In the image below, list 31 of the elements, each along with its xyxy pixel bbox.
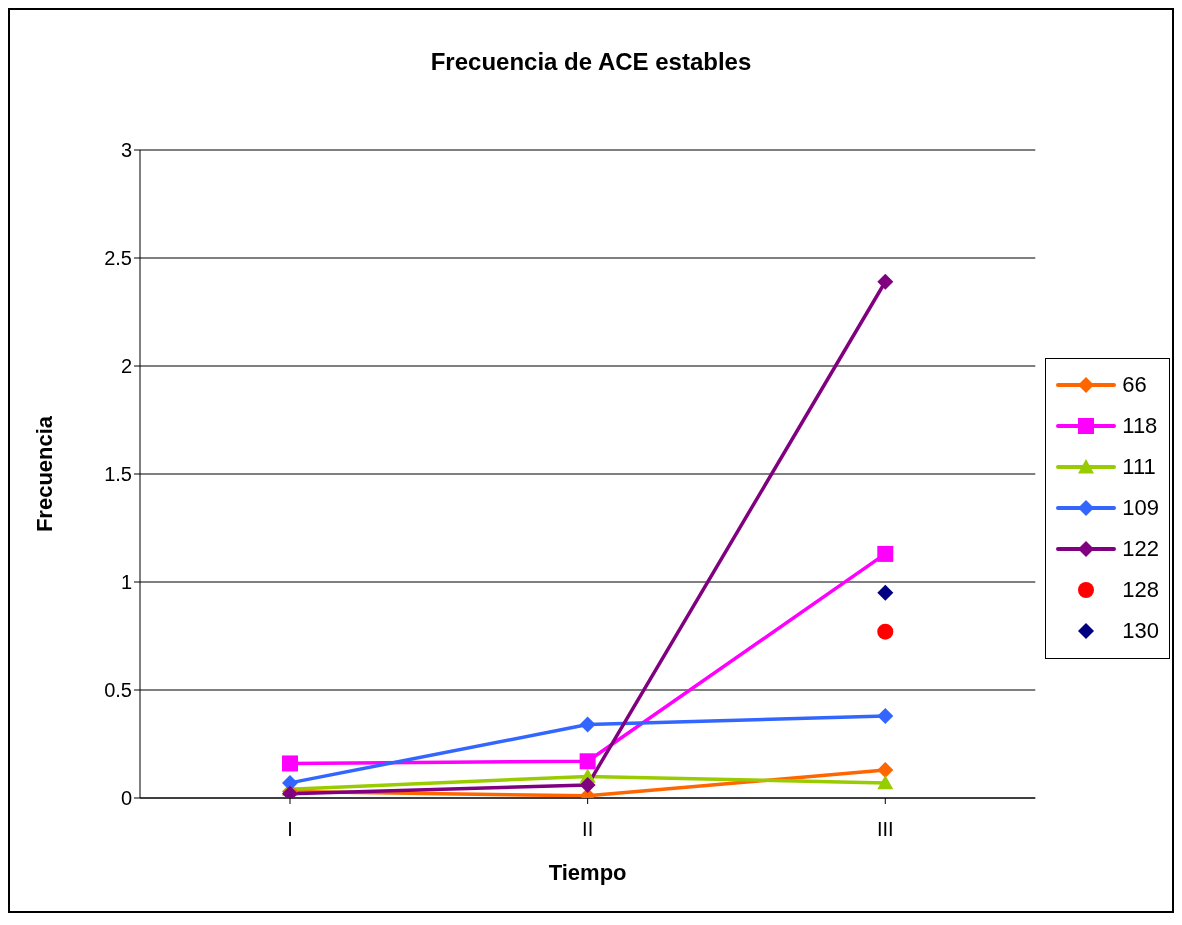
y-tick-label: 1 bbox=[120, 571, 132, 594]
x-tick-label: II bbox=[582, 818, 594, 841]
y-tick-label: 0.5 bbox=[104, 679, 132, 702]
point bbox=[877, 623, 894, 640]
y-tick-label: 2.5 bbox=[104, 247, 132, 270]
chart-title: Frecuencia de ACE estables bbox=[429, 47, 753, 77]
legend-label: 130 bbox=[1122, 618, 1159, 644]
point bbox=[282, 755, 298, 772]
point bbox=[877, 774, 894, 790]
legend-label: 111 bbox=[1122, 454, 1156, 480]
point bbox=[579, 716, 596, 733]
point bbox=[877, 584, 894, 601]
legend-label: 109 bbox=[1122, 495, 1159, 521]
point bbox=[579, 753, 596, 770]
legend-label: 122 bbox=[1122, 536, 1159, 562]
y-tick-label: 2 bbox=[120, 355, 132, 378]
legend-label: 128 bbox=[1122, 577, 1159, 603]
y-tick-label: 1.5 bbox=[104, 463, 132, 486]
y-axis-title: Frecuencia bbox=[31, 415, 57, 533]
x-tick-label: III bbox=[876, 818, 894, 841]
point bbox=[877, 545, 894, 562]
x-tick-label: I bbox=[287, 818, 293, 841]
y-tick-label: 3 bbox=[120, 139, 132, 162]
point bbox=[579, 777, 596, 794]
y-tick-label: 0 bbox=[120, 787, 132, 810]
legend-label: 66 bbox=[1122, 372, 1147, 398]
point bbox=[877, 273, 894, 290]
legend-label: 118 bbox=[1122, 413, 1158, 439]
x-axis-title: Tiempo bbox=[548, 860, 627, 885]
point bbox=[877, 761, 894, 778]
point bbox=[877, 707, 894, 724]
